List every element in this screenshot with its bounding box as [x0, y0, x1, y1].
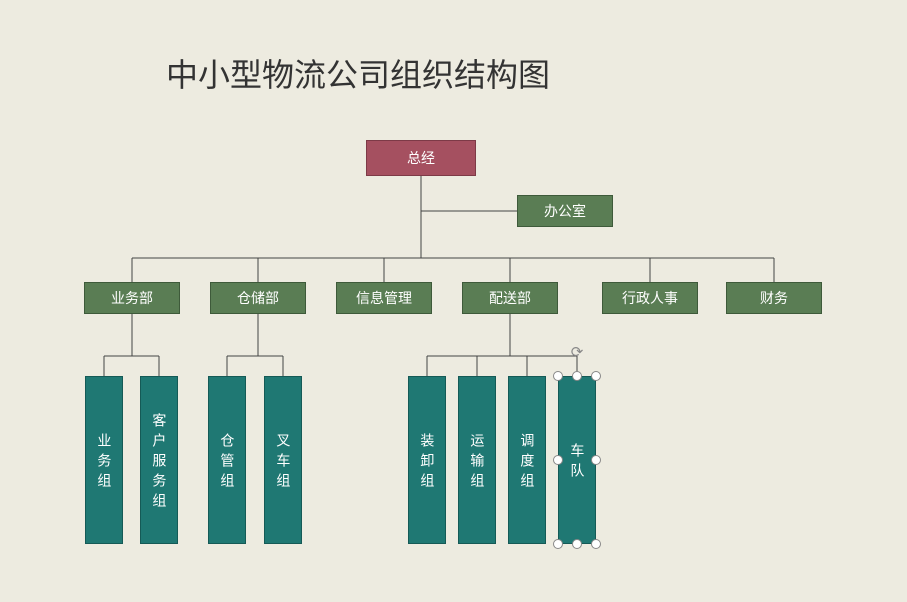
- node-delivery[interactable]: 配送部: [462, 282, 558, 314]
- node-hr[interactable]: 行政人事: [602, 282, 698, 314]
- node-biz[interactable]: 业务部: [84, 282, 180, 314]
- node-transport[interactable]: 运输组: [458, 376, 496, 544]
- selection-handle[interactable]: [591, 455, 601, 465]
- selection-handle[interactable]: [572, 371, 582, 381]
- selection-handle[interactable]: [572, 539, 582, 549]
- selection-handle[interactable]: [553, 371, 563, 381]
- node-info[interactable]: 信息管理: [336, 282, 432, 314]
- diagram-title: 中小型物流公司组织结构图: [166, 50, 550, 96]
- node-warehouse[interactable]: 仓储部: [210, 282, 306, 314]
- selection-handle[interactable]: [553, 539, 563, 549]
- node-office[interactable]: 办公室: [517, 195, 613, 227]
- node-loading[interactable]: 装卸组: [408, 376, 446, 544]
- node-finance[interactable]: 财务: [726, 282, 822, 314]
- selection-handle[interactable]: [591, 539, 601, 549]
- selection-handle[interactable]: [553, 455, 563, 465]
- node-cust_svc[interactable]: 客户服务组: [140, 376, 178, 544]
- node-dispatch[interactable]: 调度组: [508, 376, 546, 544]
- rotate-handle-icon[interactable]: ⟳: [568, 344, 586, 362]
- node-biz_team[interactable]: 业务组: [85, 376, 123, 544]
- selection-handle[interactable]: [591, 371, 601, 381]
- node-store_mgmt[interactable]: 仓管组: [208, 376, 246, 544]
- node-forklift[interactable]: 叉车组: [264, 376, 302, 544]
- node-root[interactable]: 总经: [366, 140, 476, 176]
- diagram-canvas: 中小型物流公司组织结构图 总经办公室业务部仓储部信息管理配送部 行政人事财务业务组…: [0, 0, 907, 602]
